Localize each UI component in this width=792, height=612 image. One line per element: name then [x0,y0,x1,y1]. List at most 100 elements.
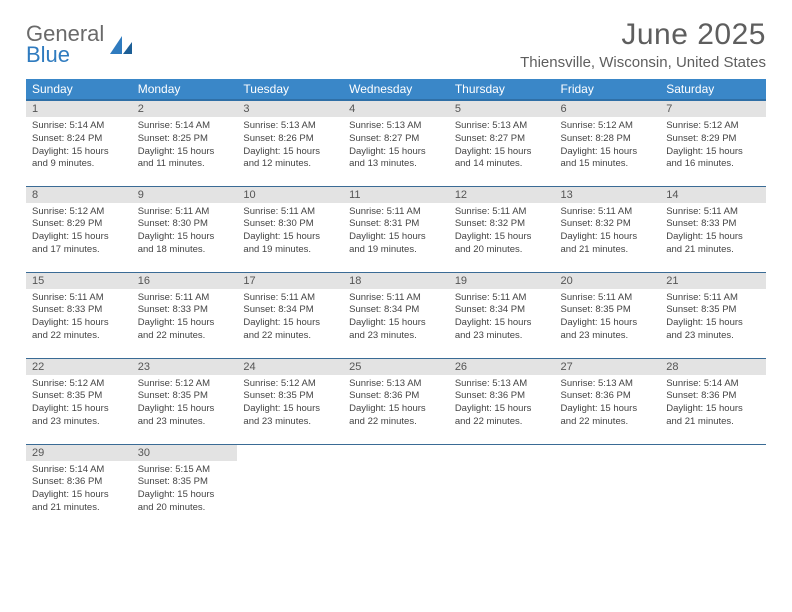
sunrise-line: Sunrise: 5:11 AM [561,206,655,219]
sunrise-line: Sunrise: 5:11 AM [243,206,337,219]
sunset-line: Sunset: 8:35 PM [32,390,126,403]
daylight-line2: and 23 minutes. [349,330,443,343]
daylight-line2: and 15 minutes. [561,158,655,171]
header: General Blue June 2025 Thiensville, Wisc… [26,18,766,71]
sunset-line: Sunset: 8:35 PM [561,304,655,317]
sunset-line: Sunset: 8:29 PM [32,218,126,231]
daylight-line1: Daylight: 15 hours [32,146,126,159]
calendar-cell: 12Sunrise: 5:11 AMSunset: 8:32 PMDayligh… [449,186,555,272]
calendar-row: 1Sunrise: 5:14 AMSunset: 8:24 PMDaylight… [26,100,766,186]
calendar-cell: 13Sunrise: 5:11 AMSunset: 8:32 PMDayligh… [555,186,661,272]
day-number: 10 [237,187,343,203]
sunset-line: Sunset: 8:34 PM [349,304,443,317]
sunset-line: Sunset: 8:29 PM [666,133,760,146]
daylight-line1: Daylight: 15 hours [455,231,549,244]
weekday-header: Friday [555,79,661,100]
calendar-cell: 22Sunrise: 5:12 AMSunset: 8:35 PMDayligh… [26,358,132,444]
calendar-cell: 17Sunrise: 5:11 AMSunset: 8:34 PMDayligh… [237,272,343,358]
daylight-line2: and 22 minutes. [243,330,337,343]
calendar-cell: 23Sunrise: 5:12 AMSunset: 8:35 PMDayligh… [132,358,238,444]
weekday-header: Monday [132,79,238,100]
calendar-cell: 28Sunrise: 5:14 AMSunset: 8:36 PMDayligh… [660,358,766,444]
daylight-line2: and 23 minutes. [243,416,337,429]
daylight-line1: Daylight: 15 hours [666,403,760,416]
weekday-header: Sunday [26,79,132,100]
daylight-line1: Daylight: 15 hours [243,317,337,330]
day-number: 25 [343,359,449,375]
day-number: 19 [449,273,555,289]
calendar-cell [449,444,555,530]
sunset-line: Sunset: 8:35 PM [243,390,337,403]
day-body: Sunrise: 5:11 AMSunset: 8:32 PMDaylight:… [555,203,661,263]
sunrise-line: Sunrise: 5:13 AM [243,120,337,133]
daylight-line2: and 21 minutes. [32,502,126,515]
day-body: Sunrise: 5:11 AMSunset: 8:33 PMDaylight:… [132,289,238,349]
day-number: 22 [26,359,132,375]
sunrise-line: Sunrise: 5:11 AM [32,292,126,305]
calendar-row: 29Sunrise: 5:14 AMSunset: 8:36 PMDayligh… [26,444,766,530]
sunset-line: Sunset: 8:28 PM [561,133,655,146]
daylight-line1: Daylight: 15 hours [666,231,760,244]
day-number: 30 [132,445,238,461]
sunrise-line: Sunrise: 5:11 AM [138,206,232,219]
calendar-cell: 25Sunrise: 5:13 AMSunset: 8:36 PMDayligh… [343,358,449,444]
calendar-cell: 19Sunrise: 5:11 AMSunset: 8:34 PMDayligh… [449,272,555,358]
sunrise-line: Sunrise: 5:11 AM [561,292,655,305]
calendar-cell: 5Sunrise: 5:13 AMSunset: 8:27 PMDaylight… [449,100,555,186]
calendar-cell [237,444,343,530]
daylight-line1: Daylight: 15 hours [455,317,549,330]
day-body: Sunrise: 5:13 AMSunset: 8:26 PMDaylight:… [237,117,343,177]
location: Thiensville, Wisconsin, United States [520,54,766,71]
sunrise-line: Sunrise: 5:11 AM [666,206,760,219]
sail-icon [108,34,134,56]
daylight-line2: and 22 minutes. [561,416,655,429]
calendar-cell: 14Sunrise: 5:11 AMSunset: 8:33 PMDayligh… [660,186,766,272]
sunset-line: Sunset: 8:26 PM [243,133,337,146]
daylight-line1: Daylight: 15 hours [561,317,655,330]
daylight-line2: and 22 minutes. [455,416,549,429]
sunset-line: Sunset: 8:32 PM [561,218,655,231]
sunset-line: Sunset: 8:35 PM [666,304,760,317]
weekday-header-row: Sunday Monday Tuesday Wednesday Thursday… [26,79,766,100]
calendar-cell: 16Sunrise: 5:11 AMSunset: 8:33 PMDayligh… [132,272,238,358]
day-body: Sunrise: 5:11 AMSunset: 8:33 PMDaylight:… [660,203,766,263]
daylight-line2: and 22 minutes. [349,416,443,429]
day-body: Sunrise: 5:11 AMSunset: 8:35 PMDaylight:… [660,289,766,349]
daylight-line2: and 21 minutes. [666,244,760,257]
calendar-cell: 3Sunrise: 5:13 AMSunset: 8:26 PMDaylight… [237,100,343,186]
calendar-cell: 10Sunrise: 5:11 AMSunset: 8:30 PMDayligh… [237,186,343,272]
daylight-line1: Daylight: 15 hours [32,489,126,502]
daylight-line2: and 13 minutes. [349,158,443,171]
weekday-header: Saturday [660,79,766,100]
calendar-cell [555,444,661,530]
sunrise-line: Sunrise: 5:12 AM [561,120,655,133]
weekday-header: Thursday [449,79,555,100]
calendar-cell: 4Sunrise: 5:13 AMSunset: 8:27 PMDaylight… [343,100,449,186]
daylight-line1: Daylight: 15 hours [455,146,549,159]
calendar-cell: 8Sunrise: 5:12 AMSunset: 8:29 PMDaylight… [26,186,132,272]
daylight-line2: and 21 minutes. [666,416,760,429]
daylight-line1: Daylight: 15 hours [561,403,655,416]
sunset-line: Sunset: 8:32 PM [455,218,549,231]
calendar-cell: 30Sunrise: 5:15 AMSunset: 8:35 PMDayligh… [132,444,238,530]
day-number: 11 [343,187,449,203]
sunset-line: Sunset: 8:36 PM [455,390,549,403]
day-number: 5 [449,101,555,117]
daylight-line1: Daylight: 15 hours [32,231,126,244]
day-body: Sunrise: 5:13 AMSunset: 8:36 PMDaylight:… [449,375,555,435]
daylight-line2: and 20 minutes. [455,244,549,257]
calendar-row: 15Sunrise: 5:11 AMSunset: 8:33 PMDayligh… [26,272,766,358]
day-body: Sunrise: 5:13 AMSunset: 8:36 PMDaylight:… [555,375,661,435]
daylight-line2: and 19 minutes. [349,244,443,257]
daylight-line2: and 11 minutes. [138,158,232,171]
sunrise-line: Sunrise: 5:11 AM [349,292,443,305]
daylight-line1: Daylight: 15 hours [561,146,655,159]
sunrise-line: Sunrise: 5:14 AM [666,378,760,391]
sunrise-line: Sunrise: 5:13 AM [455,120,549,133]
daylight-line1: Daylight: 15 hours [561,231,655,244]
sunrise-line: Sunrise: 5:11 AM [455,292,549,305]
daylight-line1: Daylight: 15 hours [666,146,760,159]
calendar-table: Sunday Monday Tuesday Wednesday Thursday… [26,79,766,530]
sunset-line: Sunset: 8:33 PM [138,304,232,317]
daylight-line2: and 9 minutes. [32,158,126,171]
